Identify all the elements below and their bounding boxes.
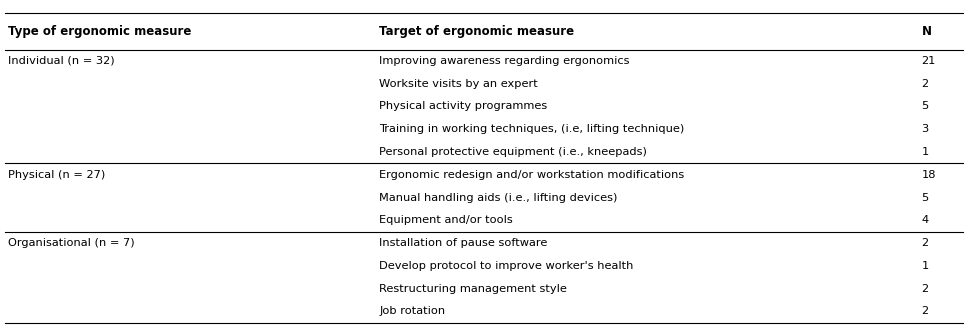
Text: Restructuring management style: Restructuring management style xyxy=(379,283,567,294)
Text: Ergonomic redesign and/or workstation modifications: Ergonomic redesign and/or workstation mo… xyxy=(379,170,684,180)
Text: Equipment and/or tools: Equipment and/or tools xyxy=(379,215,513,225)
Text: Physical activity programmes: Physical activity programmes xyxy=(379,101,548,112)
Text: 5: 5 xyxy=(922,101,928,112)
Text: 2: 2 xyxy=(922,306,928,316)
Text: Improving awareness regarding ergonomics: Improving awareness regarding ergonomics xyxy=(379,56,630,66)
Text: Worksite visits by an expert: Worksite visits by an expert xyxy=(379,79,538,89)
Text: Job rotation: Job rotation xyxy=(379,306,445,316)
Text: 2: 2 xyxy=(922,79,928,89)
Text: 2: 2 xyxy=(922,283,928,294)
Text: Organisational (n = 7): Organisational (n = 7) xyxy=(8,238,135,248)
Text: 2: 2 xyxy=(922,238,928,248)
Text: 5: 5 xyxy=(922,192,928,203)
Text: 4: 4 xyxy=(922,215,928,225)
Text: 21: 21 xyxy=(922,56,936,66)
Text: Manual handling aids (i.e., lifting devices): Manual handling aids (i.e., lifting devi… xyxy=(379,192,618,203)
Text: Develop protocol to improve worker's health: Develop protocol to improve worker's hea… xyxy=(379,261,634,271)
Text: N: N xyxy=(922,25,931,38)
Text: Type of ergonomic measure: Type of ergonomic measure xyxy=(8,25,191,38)
Text: 1: 1 xyxy=(922,261,928,271)
Text: Physical (n = 27): Physical (n = 27) xyxy=(8,170,105,180)
Text: Individual (n = 32): Individual (n = 32) xyxy=(8,56,114,66)
Text: Personal protective equipment (i.e., kneepads): Personal protective equipment (i.e., kne… xyxy=(379,147,648,157)
Text: 18: 18 xyxy=(922,170,936,180)
Text: 3: 3 xyxy=(922,124,928,134)
Text: Installation of pause software: Installation of pause software xyxy=(379,238,548,248)
Text: 1: 1 xyxy=(922,147,928,157)
Text: Target of ergonomic measure: Target of ergonomic measure xyxy=(379,25,575,38)
Text: Training in working techniques, (i.e, lifting technique): Training in working techniques, (i.e, li… xyxy=(379,124,684,134)
